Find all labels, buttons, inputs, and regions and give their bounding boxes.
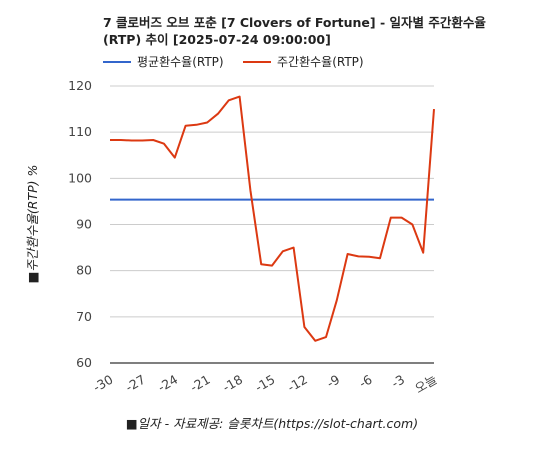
y-tick-label: 80	[76, 263, 92, 278]
grid-lines	[110, 85, 434, 364]
x-tick-label: -30	[90, 372, 115, 395]
x-tick-label: -15	[252, 372, 277, 395]
y-axis-ticks: 60 70 80 90 100 110 120	[68, 78, 92, 370]
x-tick-label: -3	[389, 372, 407, 391]
x-tick-label: -9	[324, 372, 342, 391]
series-lines	[110, 95, 435, 342]
x-tick-label: -6	[356, 372, 374, 391]
legend-swatch-average	[103, 60, 131, 63]
legend-swatch-weekly	[243, 60, 271, 63]
x-tick-label: -21	[188, 372, 213, 395]
x-axis-ticks: -30 -27 -24 -21 -18 -15 -12 -9 -6 -3 오늘	[90, 372, 439, 397]
legend-label-weekly: 주간환수율(RTP)	[277, 55, 364, 69]
series-line-weekly	[110, 95, 435, 342]
legend-item-average[interactable]: 평균환수율(RTP)	[103, 53, 224, 70]
y-tick-label: 100	[68, 170, 92, 185]
legend-item-weekly[interactable]: 주간환수율(RTP)	[243, 53, 364, 70]
chart-title: 7 클로버즈 오브 포춘 [7 Clovers of Fortune] - 일자…	[103, 15, 486, 47]
x-tick-label: -18	[220, 372, 245, 395]
y-tick-label: 70	[76, 309, 92, 324]
y-tick-label: 120	[68, 78, 92, 93]
x-tick-label: 오늘	[412, 372, 439, 396]
legend-label-average: 평균환수율(RTP)	[137, 55, 224, 69]
y-tick-label: 110	[68, 124, 92, 139]
x-tick-label: -27	[123, 372, 148, 395]
x-axis-source-label: ■일자 - 자료제공: 슬롯차트(https://slot-chart.com)	[125, 416, 419, 431]
x-tick-label: -12	[285, 372, 310, 395]
y-tick-label: 60	[76, 355, 92, 370]
y-axis-label: ■주간환수율(RTP) %	[25, 165, 40, 284]
y-tick-label: 90	[76, 217, 92, 232]
x-tick-label: -24	[155, 372, 180, 395]
